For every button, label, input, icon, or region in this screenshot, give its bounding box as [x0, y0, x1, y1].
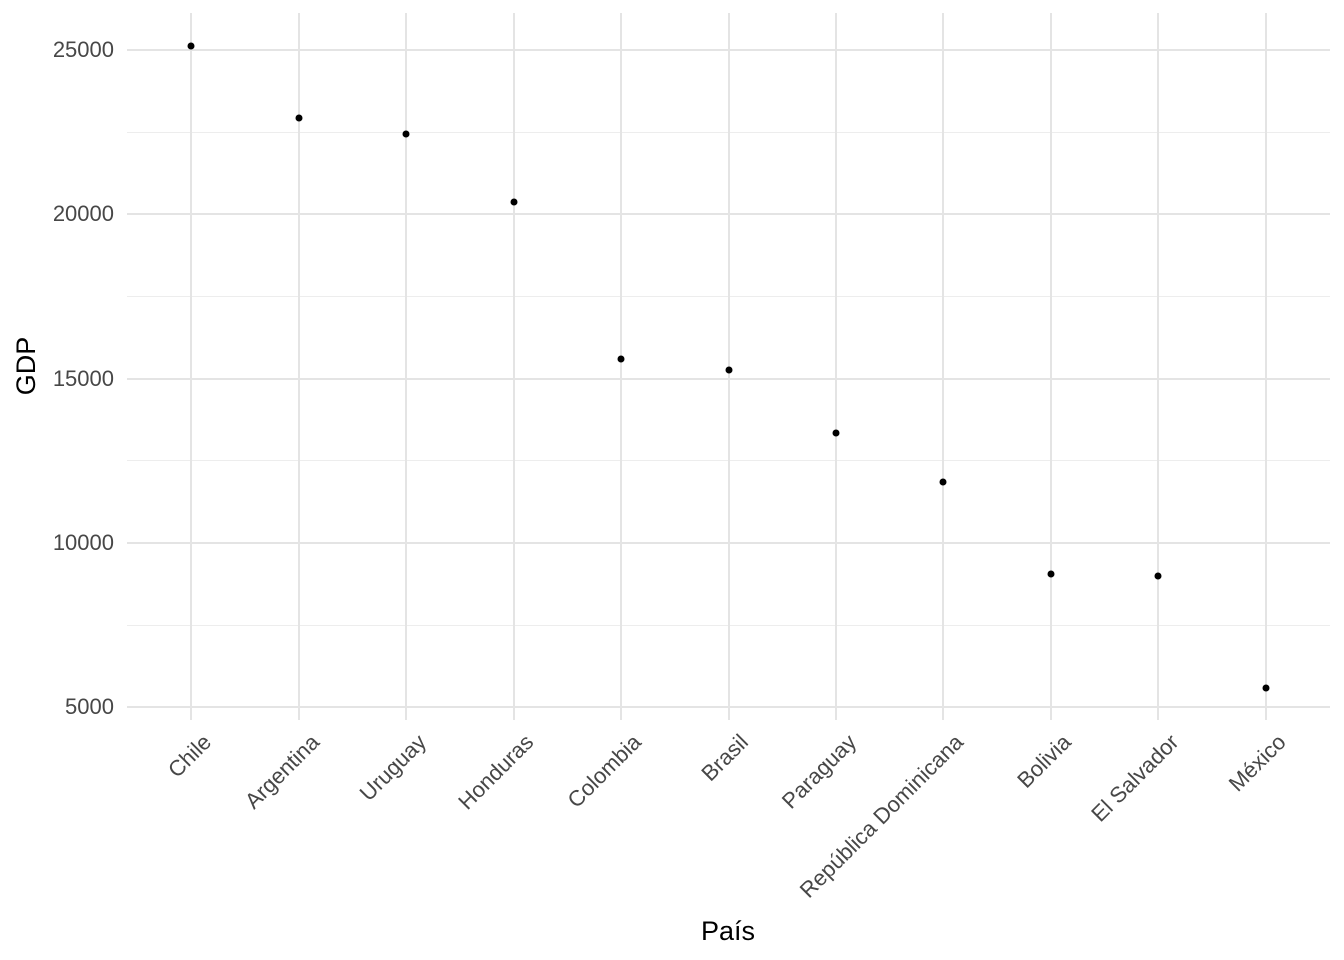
x-axis-tick-label: Honduras — [453, 729, 539, 815]
gridline-vertical — [620, 13, 623, 720]
gridline-vertical — [834, 13, 837, 720]
gridline-vertical — [727, 13, 730, 720]
x-axis-tick-label: México — [1223, 729, 1291, 797]
gridline-vertical — [190, 13, 193, 720]
y-axis-tick-label: 5000 — [65, 694, 114, 720]
data-point — [1262, 684, 1270, 692]
x-axis-tick-label: Colombia — [562, 729, 647, 813]
x-axis-tick-label: Argentina — [239, 729, 324, 814]
data-point — [187, 42, 195, 50]
y-axis-title-text: GDP — [10, 336, 41, 396]
gridline-vertical — [1157, 13, 1160, 720]
data-point — [939, 478, 947, 486]
gridline-vertical — [1264, 13, 1267, 720]
x-axis-tick-label: Paraguay — [776, 729, 861, 814]
y-axis-tick-label: 10000 — [52, 529, 114, 555]
data-point — [402, 130, 410, 138]
x-axis-tick-label: Uruguay — [354, 729, 432, 806]
y-axis-tick-label: 15000 — [52, 365, 114, 391]
data-point — [1154, 572, 1162, 580]
y-axis-tick-label: 25000 — [52, 37, 114, 63]
data-point — [295, 114, 303, 122]
x-axis-tick-label: Chile — [163, 729, 217, 783]
gridline-vertical — [1049, 13, 1052, 720]
data-point — [725, 366, 732, 374]
gridline-vertical — [297, 13, 300, 720]
data-point — [1047, 570, 1055, 578]
data-point — [832, 429, 840, 437]
gridline-vertical — [512, 13, 515, 720]
x-axis-title-text: País — [700, 915, 756, 946]
gridline-vertical — [405, 13, 408, 720]
plot-panel — [127, 13, 1330, 720]
x-axis-tick-label: Bolivia — [1012, 729, 1076, 793]
x-axis-tick-label: El Salvador — [1085, 729, 1184, 827]
data-point — [510, 198, 518, 206]
gridline-vertical — [942, 13, 945, 720]
y-axis-tick-label: 20000 — [52, 201, 114, 227]
x-axis-tick-label: Brasil — [696, 729, 754, 786]
data-point — [617, 355, 625, 363]
